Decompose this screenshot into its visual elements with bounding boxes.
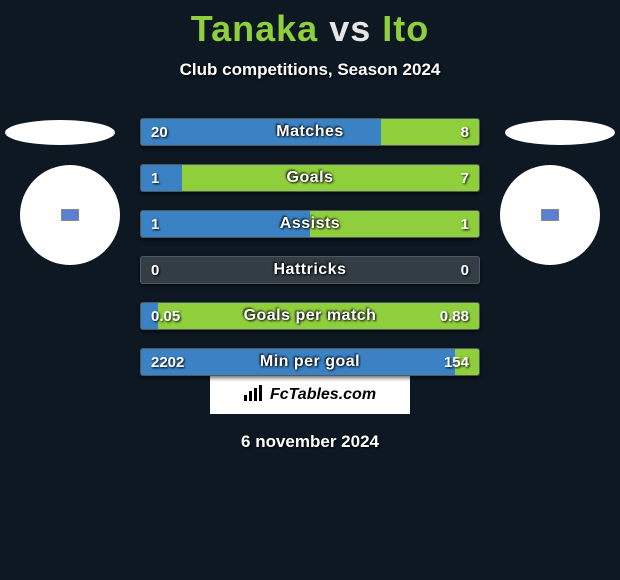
stat-value-left: 0 [151,257,159,283]
stat-value-left: 1 [151,211,159,237]
stat-label: Goals per match [141,303,479,329]
stat-row: Min per goal2202 154 [140,348,480,376]
player2-flag-icon [541,209,559,221]
stat-row: Hattricks0 0 [140,256,480,284]
stat-row: Goals1 7 [140,164,480,192]
stat-label: Min per goal [141,349,479,375]
stat-label: Assists [141,211,479,237]
player1-ellipse [5,120,115,145]
stat-value-right: 7 [461,165,469,191]
date-text: 6 november 2024 [0,432,620,452]
stat-value-right: 0.88 [440,303,469,329]
player1-name: Tanaka [191,8,318,49]
stat-row: Assists1 1 [140,210,480,238]
player1-avatar [20,165,120,265]
stat-row: Goals per match0.05 0.88 [140,302,480,330]
stat-value-right: 154 [444,349,469,375]
player2-name: Ito [382,8,429,49]
stat-label: Hattricks [141,257,479,283]
comparison-title: Tanaka vs Ito [0,0,620,50]
stats-bars: Matches208Goals17Assists11Hattricks00Goa… [140,118,480,394]
stat-row: Matches20 8 [140,118,480,146]
stat-value-right: 8 [461,119,469,145]
stat-value-left: 20 [151,119,168,145]
stat-value-left: 2202 [151,349,184,375]
stat-value-left: 0.05 [151,303,180,329]
subtitle: Club competitions, Season 2024 [0,60,620,80]
player2-avatar [500,165,600,265]
stat-value-right: 0 [461,257,469,283]
player1-flag-icon [61,209,79,221]
player2-ellipse [505,120,615,145]
stat-label: Goals [141,165,479,191]
stat-label: Matches [141,119,479,145]
stat-value-left: 1 [151,165,159,191]
stat-value-right: 1 [461,211,469,237]
vs-text: vs [329,8,371,49]
